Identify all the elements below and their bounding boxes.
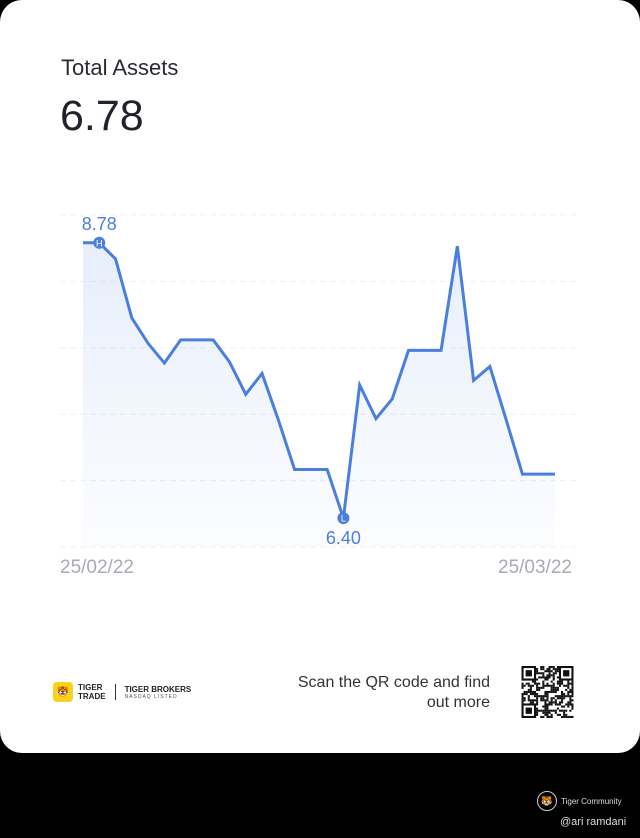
tiger-community-icon: 🐯 xyxy=(537,791,557,811)
low-value-label: 6.40 xyxy=(326,528,361,548)
low-marker-letter: L xyxy=(341,514,346,524)
tiger-logo-icon: 🐯 xyxy=(53,682,73,702)
low-marker xyxy=(337,512,350,525)
tiger-trade-logo: 🐯 TIGER TRADE TIGER BROKERS NASDAQ LISTED xyxy=(53,682,191,702)
area-fill xyxy=(83,242,555,547)
high-marker-letter: H xyxy=(96,238,103,248)
high-value-label: 8.78 xyxy=(82,214,117,234)
logo-line2: TRADE xyxy=(78,692,106,701)
scan-qr-text: Scan the QR code and find out more xyxy=(297,674,490,711)
qr-code[interactable] xyxy=(521,666,574,718)
tiger-community-watermark: 🐯 Tiger Community xyxy=(537,791,622,811)
x-start-label: 25/02/22 xyxy=(60,557,134,578)
logo-brand: TIGER BROKERS xyxy=(124,684,192,694)
series-line xyxy=(83,241,555,519)
total-assets-value: 6.78 xyxy=(60,92,144,140)
high-marker xyxy=(93,236,106,249)
page-title: Total Assets xyxy=(61,55,179,80)
logo-line1: TIGER xyxy=(78,683,103,692)
watermark-brand: Tiger Community xyxy=(561,796,622,806)
assets-chart: H 8.78 L 6.40 xyxy=(60,214,578,548)
assets-card: Total Assets 6.78 H 8.78 L 6.40 25/02/22 25… xyxy=(0,0,640,753)
author-handle: @ari ramdani xyxy=(560,816,627,828)
x-end-label: 25/03/22 xyxy=(498,557,572,578)
logo-divider xyxy=(114,684,116,700)
logo-sub: NASDAQ LISTED xyxy=(124,693,178,700)
